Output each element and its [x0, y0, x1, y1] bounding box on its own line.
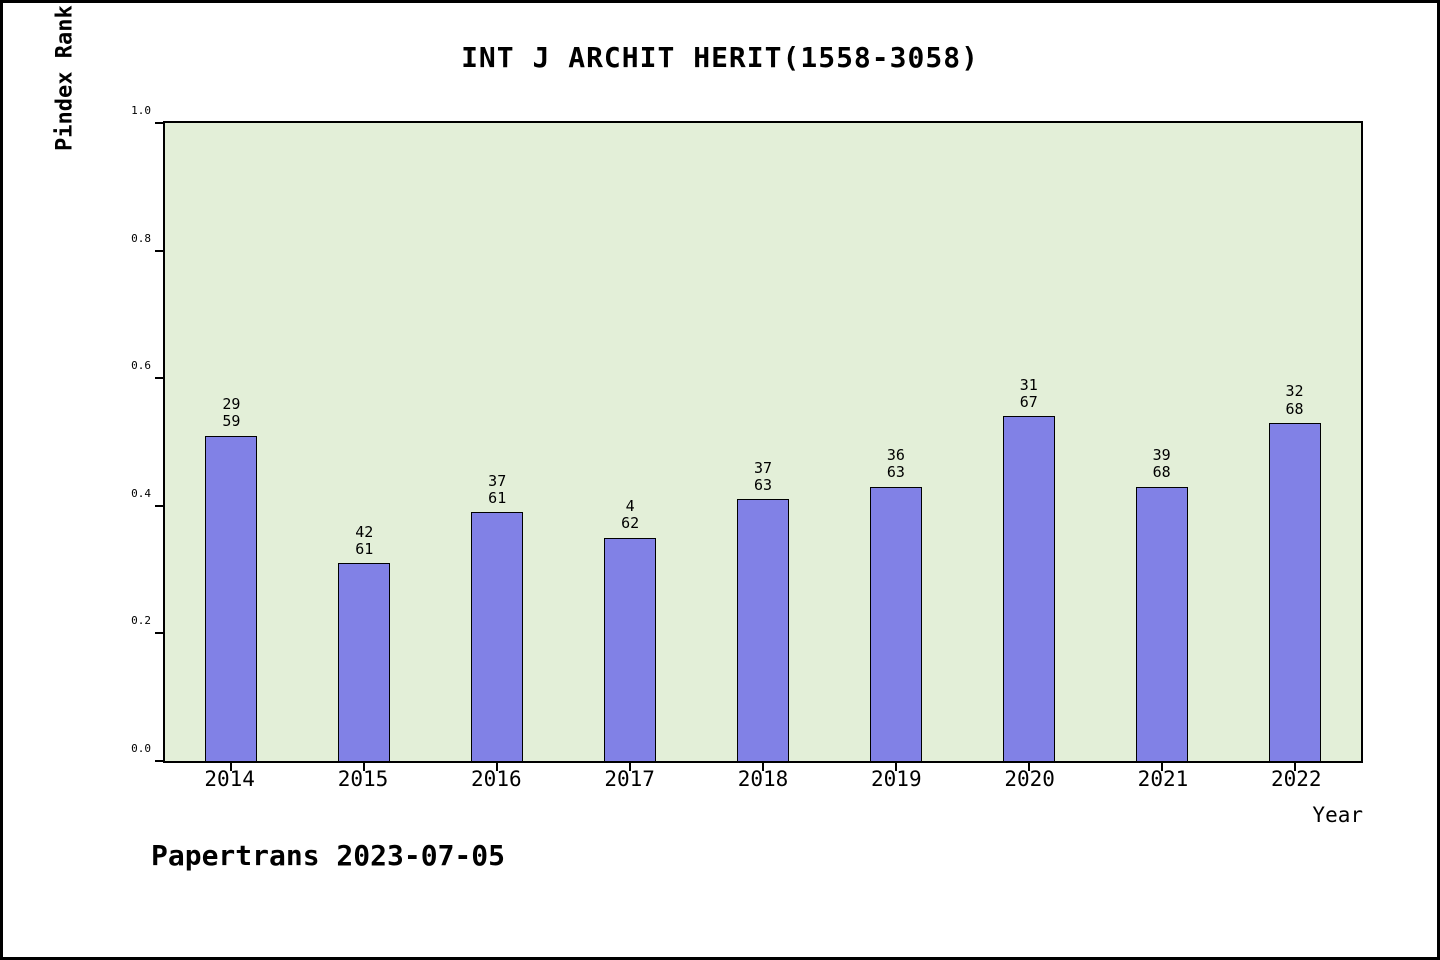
bar-value-label: 37 63 [753, 458, 773, 495]
x-tick-mark [1027, 761, 1030, 771]
x-tick-mark [894, 761, 897, 771]
y-tick-label: 0.8 [131, 231, 151, 245]
x-tick-mark [1293, 761, 1296, 771]
y-tick-label: 1.0 [131, 104, 151, 117]
x-tick-label-2021: 2021 [1137, 767, 1189, 791]
x-tick-mark [1160, 761, 1163, 771]
bar-2020 [1002, 416, 1055, 761]
bar-slot: 37 63 [697, 123, 830, 771]
bar-slot: 36 63 [829, 123, 962, 771]
bar-value-label: 36 63 [886, 446, 905, 482]
bar-value-label: 31 67 [1019, 375, 1038, 412]
plot-area: 0.0 0.2 0.4 0.6 0.8 1.0 29 59 42 61 37 61 4 62 37 63 36 6… [131, 104, 1363, 771]
x-tick-mark [363, 761, 366, 771]
bar-value-label: 32 68 [1285, 382, 1304, 418]
x-axis-title: Year [1312, 803, 1363, 827]
bar-slot: 31 67 [962, 123, 1095, 771]
x-tick-mark [496, 761, 499, 771]
y-tick-mark [155, 377, 165, 380]
y-tick-label: 0.6 [131, 359, 151, 373]
y-tick-mark [155, 504, 165, 507]
bar-2014 [205, 435, 258, 761]
bar-2019 [869, 486, 922, 761]
bar-slot: 29 59 [165, 123, 298, 771]
bar-value-label: 42 61 [355, 522, 374, 558]
chart-title: INT J ARCHIT HERIT(1558-3058) [461, 41, 979, 74]
x-tick-label-2017: 2017 [604, 767, 655, 791]
y-tick-mark [155, 760, 165, 762]
bar-slot: 42 61 [298, 123, 431, 771]
bar-value-label: 4 62 [621, 497, 640, 533]
bar-2021 [1135, 486, 1188, 761]
y-tick-label: 0.0 [131, 742, 151, 755]
x-tick-label-2014: 2014 [204, 767, 255, 791]
x-axis-tick-labels: 2014 2015 2016 2017 2018 2019 2020 2021 2022 [163, 767, 1363, 797]
y-tick-mark [155, 122, 165, 124]
x-tick-label-2019: 2019 [871, 767, 922, 791]
bar-2016 [471, 512, 524, 761]
bar-2018 [736, 499, 789, 761]
y-tick-mark [155, 632, 165, 635]
x-tick-mark [761, 761, 764, 771]
x-tick-label-2016: 2016 [471, 767, 522, 791]
bar-value-label: 37 61 [488, 471, 507, 507]
bar-2022 [1268, 422, 1321, 761]
bar-slot: 39 68 [1095, 123, 1228, 771]
bar-2015 [338, 563, 391, 761]
y-axis-label: Pindex Rank in CONSTRUCTION & BUILDING T… [53, 0, 78, 151]
bar-value-label: 29 59 [222, 395, 241, 431]
bar-slot: 32 68 [1228, 123, 1361, 771]
x-tick-mark [629, 761, 632, 771]
x-tick-label-2022: 2022 [1271, 767, 1322, 791]
y-tick-label: 0.2 [131, 614, 151, 628]
bar-slot: 4 62 [564, 123, 697, 771]
x-tick-label-2015: 2015 [337, 767, 389, 791]
bar-value-label: 39 68 [1152, 446, 1171, 482]
x-tick-mark [230, 761, 233, 771]
x-tick-label-2020: 2020 [1004, 767, 1055, 791]
y-tick-label: 0.4 [131, 486, 151, 500]
watermark-text: Papertrans 2023-07-05 [151, 839, 506, 872]
bar-slot: 37 61 [431, 123, 564, 771]
x-tick-label-2018: 2018 [737, 767, 789, 791]
bar-2017 [604, 537, 657, 761]
y-tick-mark [155, 249, 165, 252]
